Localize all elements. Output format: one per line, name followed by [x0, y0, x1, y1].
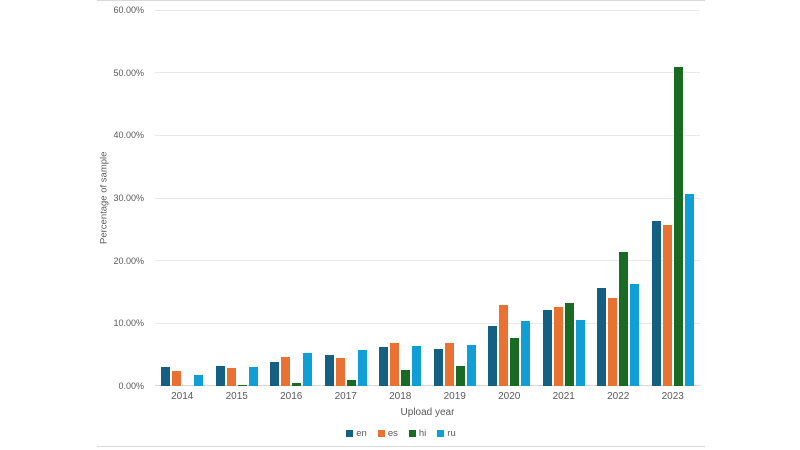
bar-ru-2014[interactable] — [194, 374, 204, 386]
bar-en-2022[interactable] — [597, 287, 607, 386]
bar-group-2019 — [428, 10, 483, 386]
bottom-divider — [97, 446, 705, 447]
bar-group-2023 — [646, 10, 701, 386]
bar-en-2021[interactable] — [542, 309, 552, 386]
bar-es-2023[interactable] — [662, 224, 672, 386]
bar-group-2018 — [373, 10, 428, 386]
y-tick-label: 0.00% — [118, 381, 144, 391]
bar-hi-2019[interactable] — [455, 365, 465, 386]
bar-en-2016[interactable] — [270, 361, 280, 386]
gridlines — [155, 9, 700, 386]
bar-group-2016 — [264, 10, 319, 386]
x-axis-line — [155, 385, 700, 386]
y-tick-label: 60.00% — [113, 5, 144, 15]
bar-es-2015[interactable] — [226, 368, 236, 386]
chart-legend: en es hi ru — [97, 428, 705, 439]
bar-hi-2017[interactable] — [346, 379, 356, 386]
legend-swatch-en — [346, 430, 354, 437]
gridline — [155, 260, 700, 262]
bar-ru-2020[interactable] — [521, 320, 531, 386]
bar-en-2023[interactable] — [651, 221, 661, 386]
gridline — [155, 134, 700, 136]
bar-ru-2015[interactable] — [248, 367, 258, 386]
x-tick-label-2017: 2017 — [334, 391, 357, 402]
x-tick-label-2020: 2020 — [498, 391, 521, 402]
legend-label-ru: ru — [447, 428, 456, 439]
bar-hi-2020[interactable] — [510, 338, 520, 386]
bar-ru-2021[interactable] — [575, 320, 585, 386]
bar-en-2015[interactable] — [215, 365, 225, 386]
x-tick-label-2015: 2015 — [225, 391, 248, 402]
bar-hi-2018[interactable] — [401, 369, 411, 386]
y-tick-label: 50.00% — [113, 67, 144, 78]
legend-label-en: en — [356, 428, 367, 439]
x-axis-title: Upload year — [400, 407, 455, 418]
legend-item-hi[interactable]: hi — [408, 428, 427, 439]
bar-es-2018[interactable] — [390, 343, 400, 386]
legend-swatch-es — [377, 430, 385, 437]
y-tick-label: 30.00% — [113, 193, 144, 203]
bar-es-2020[interactable] — [499, 305, 509, 386]
plot-area — [155, 9, 700, 386]
bar-es-2019[interactable] — [444, 343, 454, 386]
top-divider — [97, 0, 705, 1]
bar-group-2021 — [537, 10, 592, 386]
legend-label-hi: hi — [418, 428, 427, 439]
bar-ru-2023[interactable] — [684, 193, 694, 386]
bar-hi-2015[interactable] — [237, 385, 247, 386]
bar-groups — [155, 10, 700, 386]
legend-label-es: es — [387, 428, 398, 439]
legend-item-ru[interactable]: ru — [437, 428, 456, 439]
bar-es-2016[interactable] — [281, 357, 291, 386]
bar-en-2018[interactable] — [379, 347, 389, 386]
legend-swatch-ru — [437, 430, 445, 437]
bar-en-2019[interactable] — [433, 349, 443, 386]
x-tick-label-2014: 2014 — [171, 391, 194, 402]
gridline — [155, 9, 700, 11]
x-tick-label-2021: 2021 — [552, 391, 575, 402]
grouped-bar-chart: Percentage of sample 0.00% 10.00% 20.00% 30… — [97, 0, 705, 447]
gridline — [155, 72, 700, 74]
bar-group-2015 — [210, 10, 265, 386]
legend-item-en[interactable]: en — [346, 428, 367, 439]
y-axis-tick-labels: 0.00% 10.00% 20.00% 30.00% 40.00% 50.00% 60.00… — [97, 5, 144, 391]
bar-hi-2016[interactable] — [292, 382, 302, 386]
bar-es-2014[interactable] — [172, 370, 182, 386]
gridline — [155, 197, 700, 199]
y-tick-label: 10.00% — [113, 318, 144, 329]
legend-item-es[interactable]: es — [377, 428, 398, 439]
gridline — [155, 322, 700, 324]
x-tick-label-2018: 2018 — [389, 391, 412, 402]
y-tick-label: 40.00% — [113, 130, 144, 141]
bar-en-2017[interactable] — [324, 354, 334, 386]
bar-hi-2022[interactable] — [619, 251, 629, 386]
bar-group-2014 — [155, 10, 210, 386]
bar-es-2017[interactable] — [335, 358, 345, 386]
x-tick-label-2019: 2019 — [443, 391, 466, 402]
bar-en-2014[interactable] — [161, 367, 171, 386]
x-tick-label-2022: 2022 — [607, 391, 630, 402]
bar-hi-2023[interactable] — [673, 67, 683, 386]
bar-ru-2017[interactable] — [357, 350, 367, 386]
x-tick-label-2016: 2016 — [280, 391, 303, 402]
x-tick-label-2023: 2023 — [661, 391, 684, 402]
legend-swatch-hi — [408, 430, 416, 437]
x-axis-tick-labels: 2014 2015 2016 2017 2018 2019 2020 2021 2022 2023 — [155, 391, 700, 402]
bar-group-2022 — [591, 10, 646, 386]
bar-group-2017 — [319, 10, 374, 386]
bar-ru-2022[interactable] — [630, 283, 640, 386]
bar-es-2021[interactable] — [553, 307, 563, 386]
bar-group-2020 — [482, 10, 537, 386]
bar-hi-2021[interactable] — [564, 302, 574, 386]
bar-ru-2019[interactable] — [466, 345, 476, 386]
bar-ru-2016[interactable] — [303, 353, 313, 386]
bar-es-2022[interactable] — [608, 297, 618, 386]
y-tick-label: 20.00% — [113, 255, 144, 266]
bar-en-2020[interactable] — [488, 325, 498, 386]
bar-ru-2018[interactable] — [412, 345, 422, 386]
